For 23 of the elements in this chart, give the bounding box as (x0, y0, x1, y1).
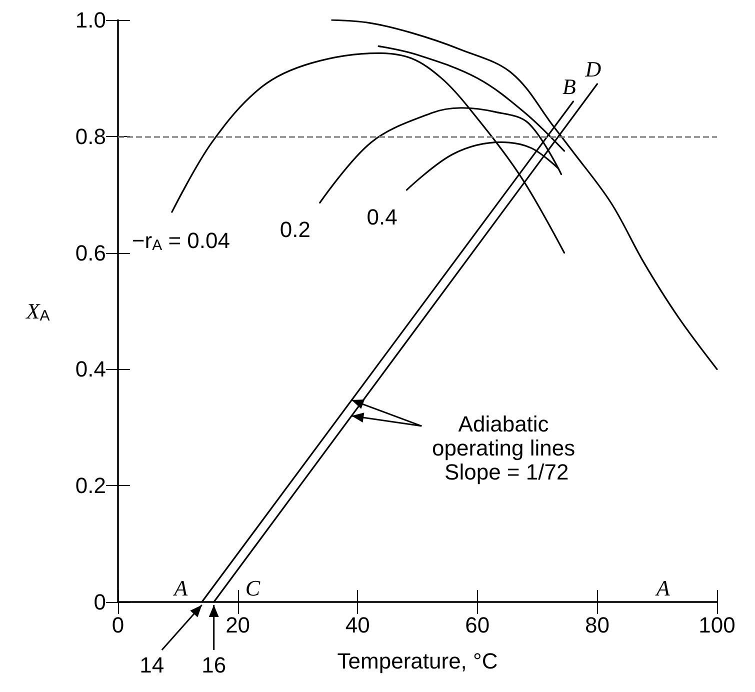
y-tick-label: 1.0 (75, 8, 106, 32)
annotation: 16 (202, 652, 226, 678)
y-tick-label: 0.6 (75, 240, 106, 266)
annotation: Adiabatic operating lines Slope = 1/72 (432, 412, 582, 485)
x-tick-label: 20 (226, 612, 250, 638)
series-label: 0.4 (366, 204, 398, 230)
x-tick-label: 0 (112, 612, 124, 638)
x-tick-label: 80 (584, 612, 610, 638)
y-tick-label: 0 (94, 590, 106, 614)
y-tick-label: 0.8 (75, 124, 106, 149)
x-tick-label: 60 (465, 612, 490, 638)
series-label: B (562, 74, 576, 99)
x-tick-label: 100 (698, 612, 736, 638)
annotation: A (172, 576, 188, 601)
x-axis-title: Temperature, °C (337, 648, 498, 674)
series-label: 0.2 (280, 217, 310, 242)
annotation: A (654, 576, 670, 601)
annotation: 14 (140, 652, 164, 678)
series-label: D (584, 56, 602, 82)
y-tick-label: 0.2 (75, 473, 106, 498)
y-tick-label: 0.4 (75, 356, 106, 382)
x-tick-label: 40 (345, 612, 370, 638)
annotation: C (245, 576, 260, 601)
